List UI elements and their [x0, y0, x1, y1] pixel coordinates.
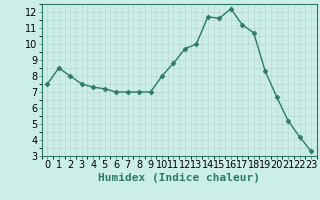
X-axis label: Humidex (Indice chaleur): Humidex (Indice chaleur) [98, 173, 260, 183]
